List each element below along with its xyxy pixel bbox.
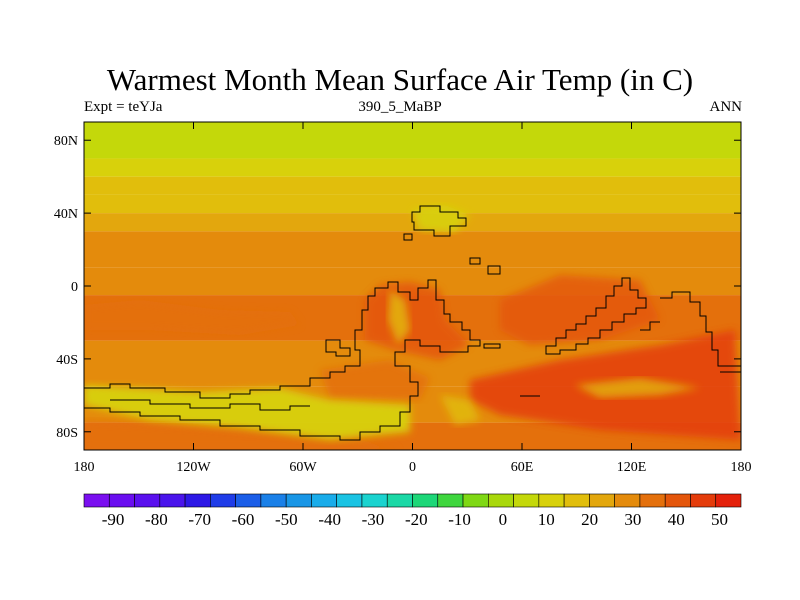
lon-tick-label: 120W (176, 460, 211, 475)
colorbar-swatch-6 (235, 493, 262, 508)
lat-tick-label: 80N (54, 134, 78, 149)
colorbar-swatch-13 (412, 493, 439, 508)
lon-tick-label: 60W (289, 460, 317, 475)
colorbar-swatch-17 (513, 493, 540, 508)
colorbar-label: 40 (668, 510, 685, 529)
map-title: Warmest Month Mean Surface Air Temp (in … (106, 62, 694, 97)
colorbar-label: -50 (275, 510, 298, 529)
colorbar-swatch-0 (83, 493, 110, 508)
lat-tick-label: 40S (56, 353, 78, 368)
colorbar-label: 10 (538, 510, 555, 529)
lon-tick-label: 0 (409, 460, 416, 475)
colorbar-label: -30 (362, 510, 385, 529)
lon-tick-label: 180 (731, 460, 752, 475)
colorbar-label: 0 (499, 510, 508, 529)
colorbar-swatch-23 (664, 493, 691, 508)
colorbar-label: -60 (232, 510, 255, 529)
experiment-label: Expt = teYJa (84, 99, 163, 115)
colorbar-swatch-15 (462, 493, 489, 508)
colorbar-swatch-2 (134, 493, 161, 508)
colorbar: -90 -80 -70 -60 -50 -40 -30 -20 -10 0 10 20 30 40 50 (83, 493, 742, 529)
colorbar-swatch-20 (589, 493, 615, 508)
season-label: ANN (709, 99, 743, 115)
colorbar-swatch-4 (184, 493, 211, 508)
colorbar-swatch-9 (311, 493, 337, 508)
temperature-band-3 (84, 194, 741, 214)
colorbar-swatch-7 (260, 493, 287, 508)
colorbar-swatch-5 (210, 493, 236, 508)
lat-tick-label: 40N (54, 207, 78, 222)
colorbar-label: -90 (102, 510, 125, 529)
coastlines (84, 205, 741, 441)
colorbar-swatch-16 (488, 493, 514, 508)
colorbar-label: -40 (318, 510, 341, 529)
colorbar-swatch-1 (108, 493, 135, 508)
colorbar-swatch-11 (361, 493, 388, 508)
colorbar-label: -80 (145, 510, 168, 529)
lon-tick-label: 120E (617, 460, 647, 475)
lon-tick-label: 60E (511, 460, 534, 475)
colorbar-swatch-21 (614, 493, 641, 508)
colorbar-swatch-24 (690, 493, 717, 508)
colorbar-swatch-18 (538, 493, 565, 508)
colorbar-swatch-25 (715, 493, 742, 508)
colorbar-swatch-8 (285, 493, 312, 508)
colorbar-swatch-12 (386, 493, 413, 508)
colorbar-label: 50 (711, 510, 728, 529)
lat-tick-label: 0 (71, 280, 78, 295)
colorbar-swatch-14 (437, 493, 464, 508)
colorbar-label: 20 (581, 510, 598, 529)
colorbar-swatch-22 (639, 493, 666, 508)
colorbar-swatch-19 (563, 493, 590, 508)
colorbar-swatch-3 (159, 493, 186, 508)
temperature-band-2 (84, 176, 741, 195)
colorbar-swatch-10 (336, 493, 363, 508)
lon-tick-label: 180 (74, 460, 95, 475)
lat-tick-label: 80S (56, 426, 78, 441)
colorbar-label: -20 (405, 510, 428, 529)
colorbar-label: 30 (624, 510, 641, 529)
temperature-band-1 (84, 158, 741, 177)
period-label: 390_5_MaBP (358, 99, 442, 115)
axes: 80N 40N 0 40S 80S 180 120W 60W 0 60E 120E 180 (54, 122, 752, 475)
colorbar-label: -10 (448, 510, 471, 529)
colorbar-label: -70 (188, 510, 211, 529)
continent-field (84, 205, 741, 450)
